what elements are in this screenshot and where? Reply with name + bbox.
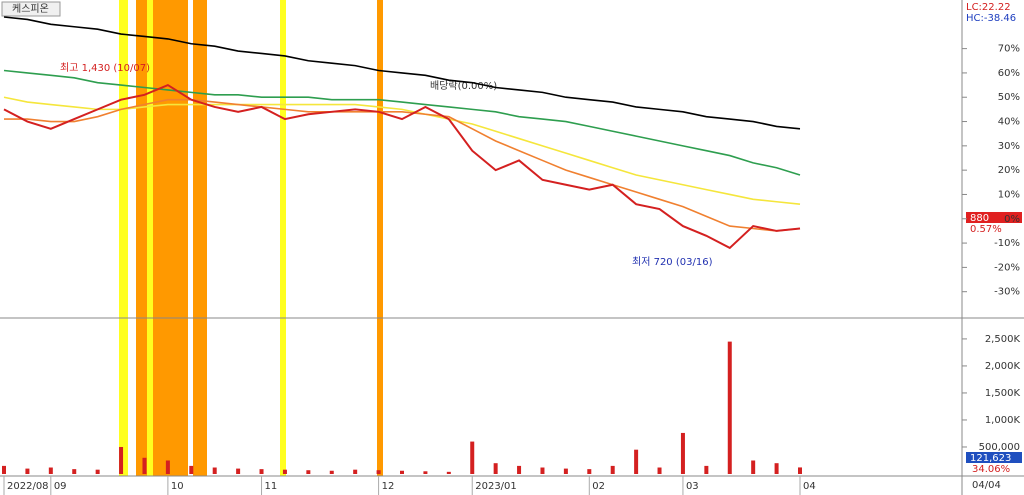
volume-bar xyxy=(423,471,428,474)
volume-bar xyxy=(540,467,545,474)
last-price: 880 xyxy=(970,213,989,224)
y-tick-label: 40% xyxy=(998,117,1020,128)
x-tick-label: 03 xyxy=(686,481,699,492)
volume-bar xyxy=(119,446,124,474)
x-tick-label: 11 xyxy=(265,481,278,492)
annotation: 최저 720 (03/16) xyxy=(632,256,713,268)
volume-bar xyxy=(704,465,709,474)
volume-bar xyxy=(72,469,77,474)
volume-bar xyxy=(353,469,358,474)
volume-bar xyxy=(657,467,662,474)
volume-bar xyxy=(400,470,404,474)
last-price-box xyxy=(966,212,1022,223)
value-label: 121,623 xyxy=(970,453,1011,464)
volume-bar xyxy=(610,465,615,474)
y-tick-label: 2,000K xyxy=(985,361,1021,372)
volume-bar xyxy=(751,460,756,474)
signal-bands xyxy=(119,0,383,476)
volume-bar xyxy=(142,457,147,474)
annotation: 배당락(0.00%) xyxy=(430,80,497,92)
corner-label: HC:-38.46 xyxy=(966,13,1016,24)
y-tick-label: -20% xyxy=(994,262,1020,273)
y-tick-label: 10% xyxy=(998,189,1020,200)
volume-bar xyxy=(2,465,6,474)
side-label: 34.06% xyxy=(972,464,1010,475)
volume-bar xyxy=(517,465,522,474)
x-tick-label: 2023/01 xyxy=(475,481,517,492)
volume-bar xyxy=(774,463,779,474)
volume-bar xyxy=(587,469,592,474)
x-tick-label: 04/04 xyxy=(972,480,1001,491)
y-tick-label: 50% xyxy=(998,92,1020,103)
volume-bar xyxy=(634,449,639,474)
volume-bar xyxy=(329,470,334,474)
volume-bar xyxy=(236,468,241,474)
series-line xyxy=(4,98,801,232)
y-tick-label: 0% xyxy=(1004,214,1020,225)
volume-bar xyxy=(493,463,498,474)
volume-bar xyxy=(282,469,287,474)
y-tick-label: 70% xyxy=(998,44,1020,55)
corner-label: LC:22.22 xyxy=(966,2,1011,13)
volume-bar xyxy=(306,470,311,474)
band xyxy=(136,0,147,476)
x-tick-label: 04 xyxy=(803,481,816,492)
volume-bar xyxy=(680,432,685,474)
volume-bar xyxy=(470,441,475,474)
series-line xyxy=(3,16,801,130)
band xyxy=(153,0,188,476)
band xyxy=(119,0,128,476)
volume-bar xyxy=(95,469,100,474)
band xyxy=(280,0,286,476)
series-line xyxy=(3,69,801,176)
band xyxy=(147,0,153,476)
volume-bar xyxy=(212,467,217,474)
volume-bar xyxy=(727,341,732,474)
y-tick-label: 30% xyxy=(998,141,1020,152)
y-tick-label: 60% xyxy=(998,68,1020,79)
x-tick-label: 2022/08 xyxy=(7,481,49,492)
volume-bar xyxy=(446,471,451,474)
volume-bar xyxy=(25,468,30,474)
y-tick-label: 1,000K xyxy=(985,415,1021,426)
last-change: 0.57% xyxy=(970,224,1002,235)
y-tick-label: 1,500K xyxy=(985,388,1021,399)
volume-bar xyxy=(259,469,264,474)
volume-bar xyxy=(165,460,170,474)
x-tick-label: 10 xyxy=(171,481,184,492)
band xyxy=(377,0,383,476)
series-line xyxy=(3,96,801,205)
y-tick-label: -10% xyxy=(994,238,1020,249)
y-tick-label: 2,500K xyxy=(985,334,1021,345)
y-tick-label: -30% xyxy=(994,287,1020,298)
volume-bar xyxy=(798,467,802,474)
x-tick-label: 02 xyxy=(592,481,605,492)
annotation: 최고 1,430 (10/07) xyxy=(60,62,150,74)
x-tick-label: 12 xyxy=(382,481,395,492)
x-tick-label: 09 xyxy=(54,481,67,492)
volume-box xyxy=(966,452,1022,463)
volume-bar xyxy=(189,465,194,474)
title-box xyxy=(1,1,61,17)
y-tick-label: 500,000 xyxy=(979,442,1020,453)
volume-bar xyxy=(563,468,568,474)
series-line xyxy=(3,83,801,250)
chart-title: 케스피온 xyxy=(12,3,49,15)
volume-bar xyxy=(48,467,53,474)
band xyxy=(193,0,207,476)
volume-bar xyxy=(376,470,381,474)
y-tick-label: 20% xyxy=(998,165,1020,176)
